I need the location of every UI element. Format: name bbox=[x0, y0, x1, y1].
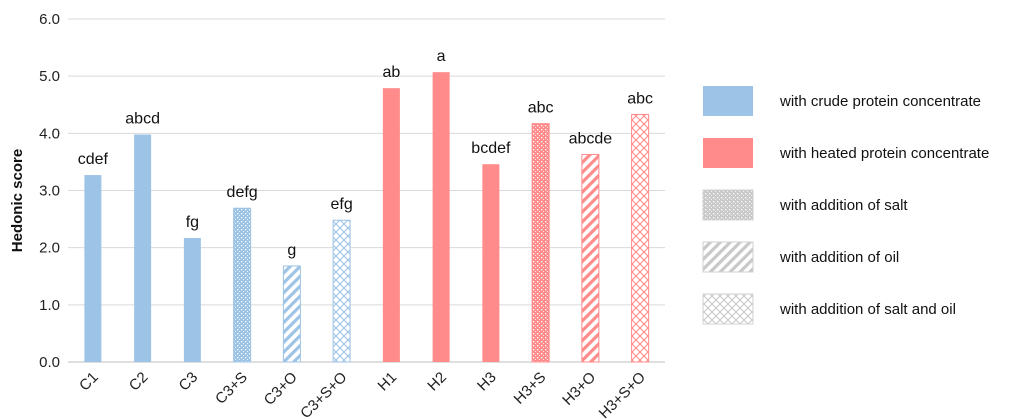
x-tick-label: H2 bbox=[424, 369, 450, 395]
y-tick-label: 0.0 bbox=[39, 354, 60, 371]
legend-label: with heated protein concentrate bbox=[779, 145, 989, 162]
bar-c3-plus-s bbox=[233, 207, 252, 363]
significance-label: g bbox=[287, 242, 296, 259]
bar-h2 bbox=[432, 72, 450, 362]
x-tick-label: C3+S bbox=[212, 369, 251, 408]
bar-c1 bbox=[84, 175, 102, 362]
legend-swatch bbox=[702, 293, 754, 325]
y-tick-label: 5.0 bbox=[39, 68, 60, 85]
bar-h3-plus-s bbox=[531, 123, 550, 363]
y-axis-title: Hedonic score bbox=[9, 149, 26, 252]
significance-label: abc bbox=[627, 90, 653, 107]
x-tick-label: H3+S+O bbox=[596, 369, 649, 419]
x-tick-label: C2 bbox=[126, 369, 152, 395]
legend: with crude protein concentrate with heate… bbox=[702, 86, 989, 325]
significance-label: abc bbox=[528, 100, 554, 117]
legend-label: with crude protein concentrate bbox=[779, 93, 981, 110]
y-tick-label: 4.0 bbox=[39, 125, 60, 142]
significance-label: bcdef bbox=[471, 140, 511, 157]
x-tick-label: H3+O bbox=[559, 369, 599, 409]
legend-label: with addition of salt bbox=[779, 197, 908, 214]
y-tick-label: 2.0 bbox=[39, 240, 60, 257]
x-tick-label: H1 bbox=[375, 369, 401, 395]
y-tick-label: 6.0 bbox=[39, 11, 60, 28]
bar-c2 bbox=[134, 134, 152, 362]
significance-label: ab bbox=[382, 64, 400, 81]
x-tick-label: C3+S+O bbox=[297, 369, 350, 419]
legend-swatch bbox=[703, 138, 753, 168]
legend-swatch bbox=[702, 189, 754, 221]
y-tick-label: 3.0 bbox=[39, 183, 60, 200]
significance-label: fg bbox=[186, 214, 199, 231]
significance-labels: cdef abcd fg defg g efg ab a bcdef abc abcde abc bbox=[78, 48, 653, 259]
y-axis-ticks: 0.0 1.0 2.0 3.0 4.0 5.0 6.0 bbox=[39, 11, 60, 371]
bars bbox=[84, 72, 650, 363]
bar-c3-plus-o bbox=[282, 265, 301, 363]
x-tick-label: C3 bbox=[176, 369, 202, 395]
gridlines bbox=[68, 18, 665, 363]
significance-label: abcd bbox=[125, 110, 160, 127]
bar-c3-plus-s-plus-o bbox=[332, 219, 351, 363]
y-tick-label: 1.0 bbox=[39, 297, 60, 314]
significance-label: abcde bbox=[569, 130, 613, 147]
bar-h3-plus-s-plus-o bbox=[631, 113, 650, 363]
significance-label: defg bbox=[227, 184, 258, 201]
bar-h1 bbox=[382, 88, 400, 363]
legend-swatch bbox=[703, 86, 753, 116]
significance-label: cdef bbox=[78, 151, 109, 168]
legend-label: with addition of salt and oil bbox=[779, 301, 956, 318]
x-tick-label: H3+S bbox=[511, 369, 550, 408]
x-tick-label: H3 bbox=[474, 369, 500, 395]
legend-label: with addition of oil bbox=[779, 249, 899, 266]
x-axis-ticks: C1 C2 C3 C3+S C3+OC3+S+O H1 H2 H3 H3+S H3+OH3+S+O bbox=[76, 369, 649, 419]
significance-label: a bbox=[437, 48, 446, 65]
bar-h3-plus-o bbox=[581, 153, 600, 363]
x-tick-label: C1 bbox=[76, 369, 102, 395]
x-tick-label: C3+O bbox=[261, 369, 301, 409]
legend-swatch bbox=[702, 241, 754, 273]
significance-label: efg bbox=[331, 196, 353, 213]
bar-c3 bbox=[183, 237, 201, 362]
bar-h3 bbox=[482, 164, 500, 362]
